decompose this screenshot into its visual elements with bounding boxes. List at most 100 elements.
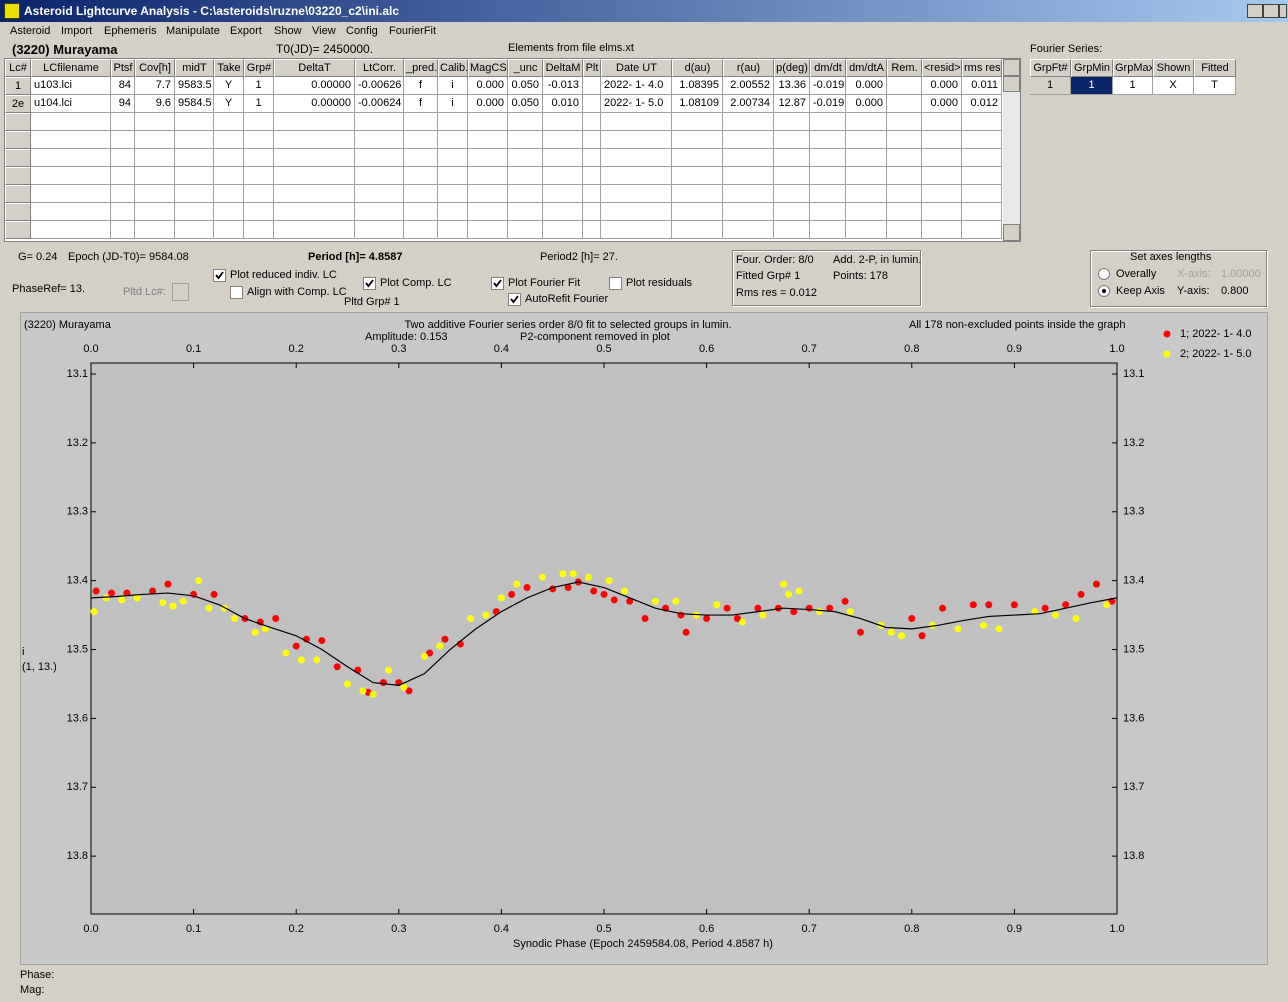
menu-item[interactable]: Manipulate: [166, 25, 220, 37]
column-header[interactable]: midT: [175, 59, 214, 77]
y-tick-label: 13.5: [1123, 643, 1144, 655]
status-phase: Phase:: [20, 969, 55, 981]
y-tick-label: 13.1: [67, 368, 88, 380]
column-header[interactable]: _unc: [508, 59, 543, 77]
scroll-thumb[interactable]: [1003, 76, 1020, 92]
y-tick-label: 13.3: [67, 506, 88, 518]
column-header[interactable]: Plt: [583, 59, 601, 77]
row-header[interactable]: [5, 149, 31, 167]
menu-item[interactable]: Config: [346, 25, 378, 37]
menu-item[interactable]: Export: [230, 25, 262, 37]
data-point: [441, 635, 449, 643]
checkbox-label[interactable]: Align with Comp. LC: [247, 286, 347, 298]
legend-label: 2; 2022- 1- 5.0: [1180, 348, 1252, 360]
menu-item[interactable]: Ephemeris: [104, 25, 157, 37]
radio[interactable]: [1098, 285, 1110, 297]
checkbox[interactable]: [491, 277, 504, 290]
table-cell: 0.000: [922, 95, 962, 113]
column-header[interactable]: GrpFt#: [1030, 59, 1071, 77]
fourier-cell[interactable]: 1: [1071, 77, 1113, 95]
row-header[interactable]: 2e: [5, 95, 31, 113]
table-cell: [508, 131, 543, 149]
data-point: [1062, 601, 1070, 609]
checkbox[interactable]: [230, 286, 243, 299]
menu-item[interactable]: FourierFit: [389, 25, 437, 37]
column-header[interactable]: LtCorr.: [355, 59, 404, 77]
radio[interactable]: [1098, 268, 1110, 280]
row-header[interactable]: 1: [5, 77, 31, 95]
scroll-up[interactable]: [1003, 59, 1020, 76]
checkbox[interactable]: [363, 277, 376, 290]
data-point: [754, 604, 762, 612]
close-button[interactable]: [1279, 4, 1287, 18]
checkbox-label[interactable]: Plot reduced indiv. LC: [230, 269, 337, 281]
checkbox-label[interactable]: Plot Comp. LC: [380, 277, 452, 289]
table-cell: [723, 221, 774, 239]
table-cell: [723, 185, 774, 203]
row-header[interactable]: [5, 221, 31, 239]
column-header[interactable]: MagCS: [468, 59, 508, 77]
fourier-cell[interactable]: T: [1194, 77, 1236, 95]
menu-item[interactable]: View: [312, 25, 336, 37]
minimize-button[interactable]: [1247, 4, 1263, 18]
menu-item[interactable]: Import: [61, 25, 93, 37]
info-points: Points: 178: [833, 270, 889, 282]
column-header[interactable]: Ptsf: [111, 59, 135, 77]
column-header[interactable]: Rem.: [887, 59, 922, 77]
table-cell: [111, 131, 135, 149]
menu-item[interactable]: Asteroid: [10, 25, 51, 37]
row-header[interactable]: [5, 185, 31, 203]
column-header[interactable]: dm/dtA: [846, 59, 887, 77]
menu-item[interactable]: Show: [274, 25, 302, 37]
column-header[interactable]: DeltaM: [543, 59, 583, 77]
radio-label[interactable]: Overally: [1116, 268, 1157, 280]
column-header[interactable]: Lc#: [5, 59, 31, 77]
table-cell: [214, 149, 244, 167]
checkbox[interactable]: [609, 277, 622, 290]
info-order: Four. Order: 8/0: [736, 254, 814, 266]
column-header[interactable]: DeltaT: [274, 59, 355, 77]
column-header[interactable]: r(au): [723, 59, 774, 77]
checkbox-label[interactable]: Plot residuals: [626, 277, 693, 289]
data-point: [369, 690, 377, 698]
y-tick-label: 13.1: [1123, 368, 1144, 380]
data-point: [846, 608, 854, 616]
column-header[interactable]: dm/dt: [810, 59, 846, 77]
column-header[interactable]: Grp#: [244, 59, 274, 77]
column-header[interactable]: Shown: [1153, 59, 1194, 77]
column-header[interactable]: Calib.: [438, 59, 468, 77]
column-header[interactable]: GrpMax: [1113, 59, 1153, 77]
window-title: Asteroid Lightcurve Analysis - C:\astero…: [24, 4, 400, 18]
fourier-cell[interactable]: 1: [1113, 77, 1153, 95]
table-cell: [31, 221, 111, 239]
fourier-cell[interactable]: 1: [1030, 77, 1071, 95]
column-header[interactable]: Cov[h]: [135, 59, 175, 77]
spinner[interactable]: [172, 283, 189, 301]
row-header[interactable]: [5, 167, 31, 185]
checkbox[interactable]: [213, 269, 226, 282]
row-header[interactable]: [5, 113, 31, 131]
column-header[interactable]: _pred.: [404, 59, 438, 77]
maximize-button[interactable]: [1263, 4, 1279, 18]
column-header[interactable]: Fitted: [1194, 59, 1236, 77]
scroll-down[interactable]: [1003, 224, 1020, 241]
checkbox[interactable]: [508, 293, 521, 306]
column-header[interactable]: Take: [214, 59, 244, 77]
fourier-cell[interactable]: X: [1153, 77, 1194, 95]
column-header[interactable]: Date UT: [601, 59, 672, 77]
column-header[interactable]: <resid>: [922, 59, 962, 77]
row-header[interactable]: [5, 203, 31, 221]
checkbox-label[interactable]: Plot Fourier Fit: [508, 277, 581, 289]
x-axis-value: 1.00000: [1221, 268, 1261, 280]
checkbox-label[interactable]: AutoRefit Fourier: [525, 293, 609, 305]
data-point: [210, 590, 218, 598]
row-header[interactable]: [5, 131, 31, 149]
table-cell: [672, 113, 723, 131]
column-header[interactable]: p(deg): [774, 59, 810, 77]
column-header[interactable]: rms res: [962, 59, 1002, 77]
column-header[interactable]: LCfilename: [31, 59, 111, 77]
radio-label[interactable]: Keep Axis: [1116, 285, 1165, 297]
column-header[interactable]: GrpMin: [1071, 59, 1113, 77]
table-cell: [723, 203, 774, 221]
column-header[interactable]: d(au): [672, 59, 723, 77]
